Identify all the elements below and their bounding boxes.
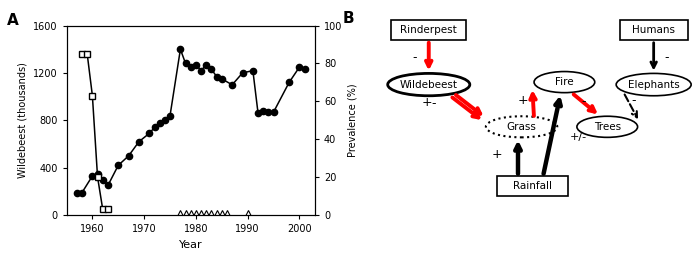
Text: -: - [632, 94, 636, 107]
Text: -: - [664, 51, 668, 64]
Ellipse shape [577, 116, 638, 137]
Text: -: - [582, 95, 587, 109]
Text: Fire: Fire [555, 77, 574, 87]
FancyBboxPatch shape [496, 176, 568, 196]
Ellipse shape [534, 71, 595, 93]
Text: +: + [491, 148, 502, 161]
Text: +: + [518, 94, 528, 107]
X-axis label: Year: Year [179, 240, 202, 250]
Text: A: A [7, 13, 19, 28]
Text: B: B [343, 11, 355, 26]
Y-axis label: Prevalence (%): Prevalence (%) [348, 83, 358, 157]
Text: Trees: Trees [594, 122, 621, 132]
Y-axis label: Wildebeest (thousands): Wildebeest (thousands) [18, 62, 27, 178]
Text: Humans: Humans [632, 25, 676, 35]
FancyBboxPatch shape [620, 20, 687, 40]
Text: Rinderpest: Rinderpest [400, 25, 457, 35]
Text: Elephants: Elephants [628, 80, 680, 90]
Text: -: - [432, 97, 436, 110]
Text: Wildebeest: Wildebeest [400, 80, 458, 90]
FancyBboxPatch shape [391, 20, 466, 40]
Text: -: - [412, 51, 416, 64]
Ellipse shape [388, 73, 470, 96]
Text: +: + [421, 96, 433, 109]
Text: Rainfall: Rainfall [513, 182, 552, 191]
Text: +/-: +/- [570, 132, 587, 142]
Ellipse shape [486, 116, 557, 137]
Text: Grass: Grass [507, 122, 536, 132]
Ellipse shape [616, 73, 691, 96]
